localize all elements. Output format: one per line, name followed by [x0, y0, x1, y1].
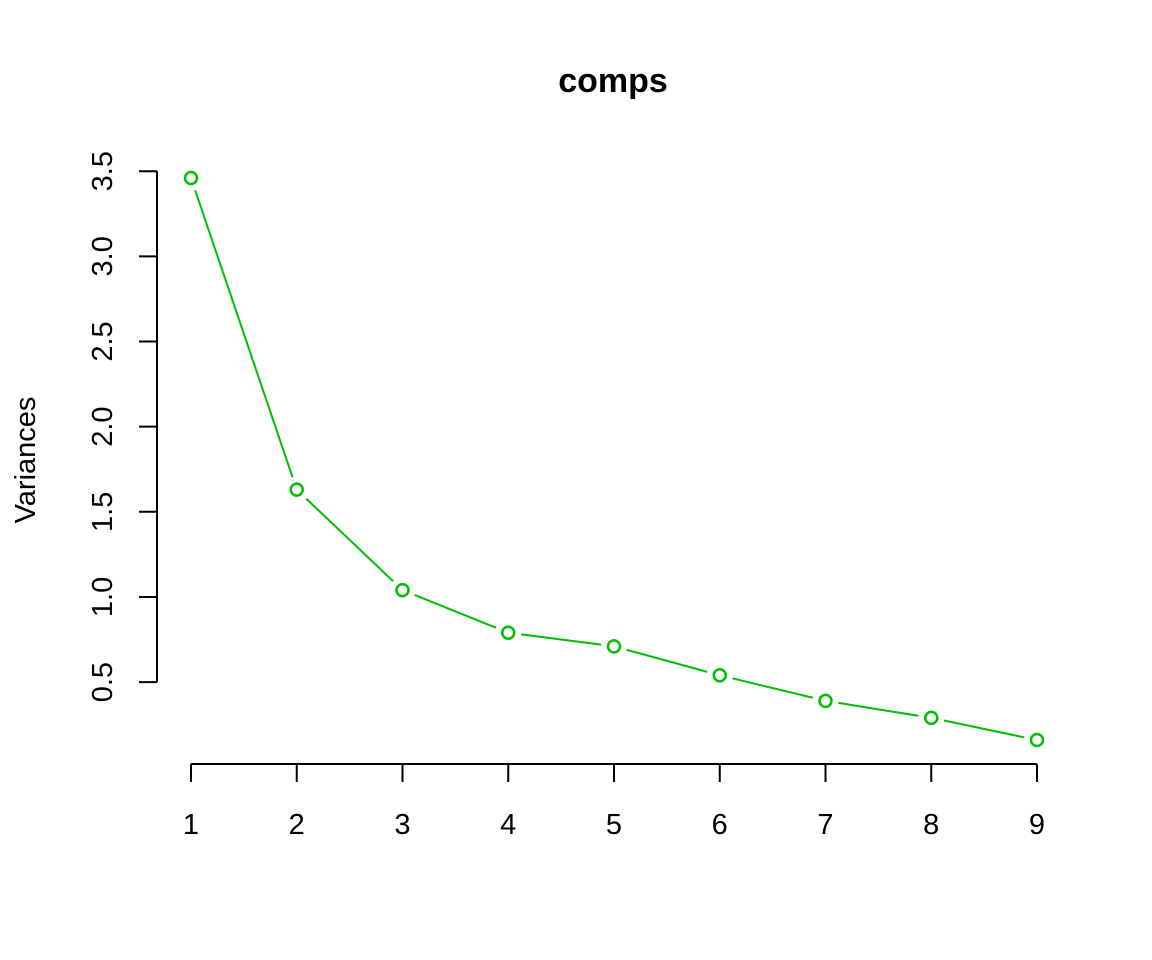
y-tick-label: 2.0	[87, 406, 119, 446]
series-segment	[838, 701, 919, 717]
x-tick-label: 1	[183, 809, 199, 841]
series-segment	[194, 189, 294, 478]
series-line	[194, 189, 1025, 739]
x-tick-label: 8	[923, 809, 939, 841]
data-point	[289, 482, 304, 497]
data-point	[183, 170, 199, 186]
series-segment	[414, 594, 497, 629]
data-point	[924, 710, 939, 726]
y-tick-label: 1.0	[87, 577, 119, 617]
x-tick-label: 7	[817, 809, 833, 841]
data-point	[818, 693, 833, 709]
data-point	[395, 582, 410, 598]
y-tick-label: 2.5	[87, 321, 119, 361]
y-tick-label: 1.5	[87, 492, 119, 532]
data-point	[1029, 732, 1045, 748]
series-segment	[305, 497, 394, 582]
series-segment	[732, 677, 814, 699]
y-tick-label: 3.5	[87, 151, 119, 191]
x-tick-label: 6	[712, 809, 728, 841]
series-segment	[626, 648, 708, 673]
x-tick-label: 4	[500, 809, 516, 841]
x-tick-label: 9	[1029, 809, 1045, 841]
y-axis-label: Variances	[10, 397, 42, 524]
data-point	[501, 625, 516, 640]
data-point	[712, 668, 727, 683]
x-tick-label: 5	[606, 809, 622, 841]
series-segment	[943, 719, 1025, 739]
y-axis: 0.5 1.0 1.5 2.0 2.5 3.0 3.5	[87, 151, 158, 702]
series-points	[183, 170, 1045, 748]
series-segment	[521, 633, 602, 646]
y-tick-label: 0.5	[87, 662, 119, 702]
x-axis: 1 2 3 4 5 6 7 8 9	[183, 763, 1045, 841]
data-point	[606, 639, 622, 654]
x-tick-label: 2	[289, 809, 305, 841]
y-tick-label: 3.0	[87, 236, 119, 276]
chart-title: comps	[558, 62, 668, 100]
x-tick-label: 3	[394, 809, 410, 841]
